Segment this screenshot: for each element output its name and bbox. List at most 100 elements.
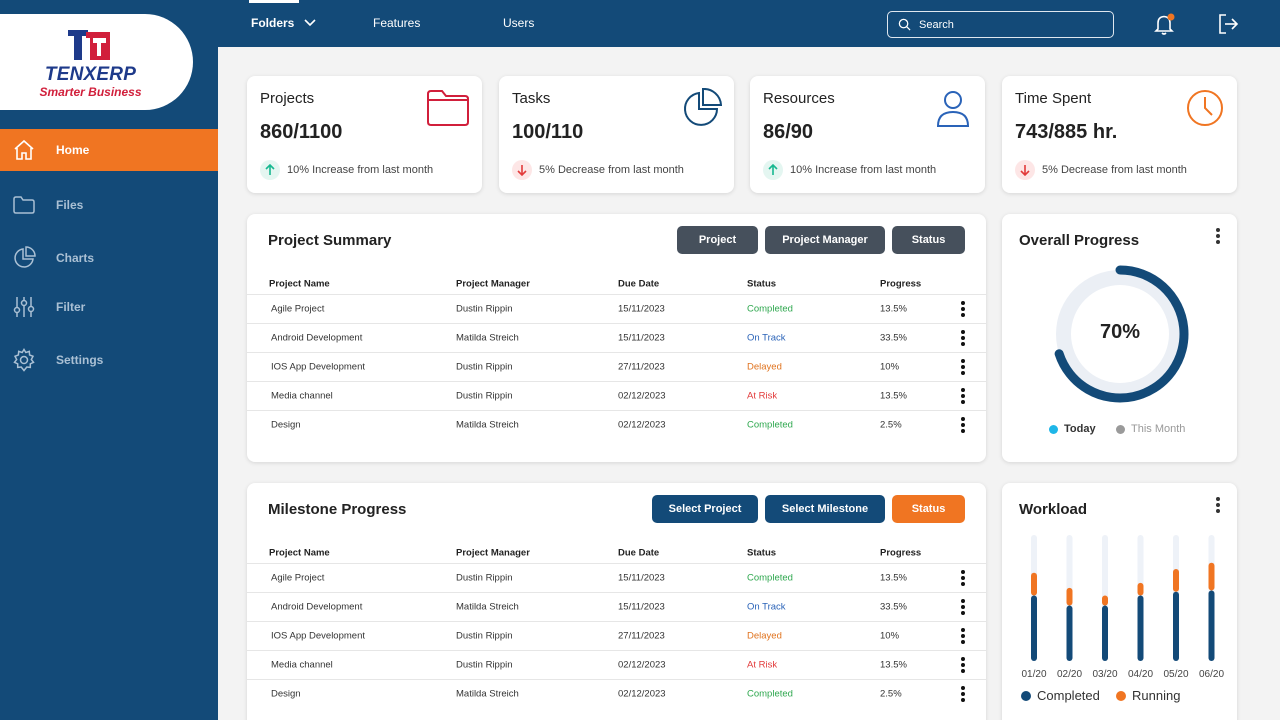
project-summary-table: Project Name Project Manager Due Date St…: [247, 274, 986, 439]
row-menu-icon[interactable]: [958, 416, 968, 434]
table-row[interactable]: Android Development Matilda Streich 15/11/…: [247, 323, 986, 352]
due-date-cell: 15/11/2023: [618, 332, 665, 344]
logout-icon[interactable]: [1216, 12, 1240, 36]
sidebar-item-home[interactable]: Home: [0, 129, 218, 171]
brand-tagline: Smarter Business: [39, 85, 142, 99]
filter-project-manager-button[interactable]: Project Manager: [765, 226, 885, 254]
table-row[interactable]: Android Development Matilda Streich 15/11/…: [247, 592, 986, 621]
due-date-cell: 15/11/2023: [618, 572, 665, 584]
tab-label: Folders: [251, 16, 295, 30]
legend-dot: [1116, 424, 1125, 434]
project-manager-cell: Matilda Streich: [456, 601, 519, 613]
row-menu-icon[interactable]: [958, 685, 968, 703]
stat-note: 5% Decrease from last month: [512, 160, 684, 180]
progress-percentage: 70%: [1099, 321, 1141, 343]
status-cell: At Risk: [747, 659, 778, 671]
x-tick-label: 04/20: [1128, 669, 1153, 680]
legend-label: This Month: [1131, 423, 1186, 435]
table-row[interactable]: Media channel Dustin Rippin 02/12/2023 At R…: [247, 381, 986, 410]
legend-dot: [1049, 424, 1058, 434]
sidebar-item-label: Files: [56, 198, 84, 212]
status-cell: Completed: [747, 419, 793, 431]
clock-icon: [1187, 90, 1223, 126]
search-box[interactable]: [887, 11, 1114, 38]
table-header: Project Name Project Manager Due Date St…: [247, 543, 986, 563]
row-menu-icon[interactable]: [958, 387, 968, 405]
row-menu-icon[interactable]: [958, 598, 968, 616]
tab-folders[interactable]: Folders: [249, 0, 316, 30]
table-row[interactable]: Agile Project Dustin Rippin 15/11/2023 Comp…: [247, 294, 986, 323]
project-name-cell: Agile Project: [271, 303, 325, 315]
x-tick-label: 02/20: [1057, 669, 1082, 680]
stat-note: 10% Increase from last month: [260, 160, 433, 180]
table-row[interactable]: IOS App Development Dustin Rippin 27/11/20…: [247, 621, 986, 650]
column-header: Project Name: [269, 278, 330, 290]
stat-value: 100/110: [512, 121, 584, 143]
stat-card-resources: Resources 86/90 10% Increase from last m…: [750, 76, 985, 193]
stat-title: Resources: [763, 90, 835, 107]
table-row[interactable]: Agile Project Dustin Rippin 15/11/2023 Comp…: [247, 563, 986, 592]
panel-title: Workload: [1019, 501, 1088, 518]
donut-progress-arc: [1054, 265, 1189, 403]
row-menu-icon[interactable]: [958, 656, 968, 674]
notification-bell-icon[interactable]: [1154, 12, 1176, 36]
row-menu-icon[interactable]: [958, 569, 968, 587]
project-name-cell: Media channel: [271, 659, 333, 671]
filter-status-button[interactable]: Status: [892, 226, 965, 254]
legend-dot: [1116, 690, 1126, 701]
sidebar-item-charts[interactable]: Charts: [0, 237, 218, 279]
x-tick-label: 01/20: [1021, 669, 1046, 680]
row-menu-icon[interactable]: [958, 329, 968, 347]
project-name-cell: Android Development: [271, 601, 363, 613]
due-date-cell: 15/11/2023: [618, 601, 665, 613]
bar-running: [1102, 595, 1108, 606]
project-manager-cell: Dustin Rippin: [456, 572, 513, 584]
bar-completed: [1102, 605, 1108, 661]
arrow-down-icon: [512, 160, 532, 180]
project-name-cell: Design: [271, 419, 301, 431]
column-header: Project Manager: [456, 547, 530, 559]
table-row[interactable]: IOS App Development Dustin Rippin 27/11/20…: [247, 352, 986, 381]
project-manager-cell: Matilda Streich: [456, 332, 519, 344]
filter-project-button[interactable]: Project: [677, 226, 758, 254]
top-navigation: Folders Features Users: [218, 0, 1280, 47]
project-name-cell: Media channel: [271, 390, 333, 402]
row-menu-icon[interactable]: [958, 300, 968, 318]
more-options-icon[interactable]: [1213, 496, 1223, 514]
sidebar: TENXERP Smarter Business Home Files Char…: [0, 0, 218, 720]
project-manager-cell: Dustin Rippin: [456, 630, 513, 642]
due-date-cell: 27/11/2023: [618, 361, 665, 373]
brand-logo-icon: [68, 30, 110, 60]
tab-features[interactable]: Features: [373, 16, 421, 30]
row-menu-icon[interactable]: [958, 358, 968, 376]
workload-chart: 01/20 02/20 03/20 04/20 05/20 06/20: [1021, 535, 1224, 680]
sliders-icon: [13, 297, 35, 317]
table-row[interactable]: Design Matilda Streich 02/12/2023 Completed…: [247, 410, 986, 439]
progress-cell: 33.5%: [880, 601, 907, 613]
more-options-icon[interactable]: [1213, 227, 1223, 245]
search-input[interactable]: [919, 18, 1099, 31]
table-row[interactable]: Media channel Dustin Rippin 02/12/2023 At R…: [247, 650, 986, 679]
status-button[interactable]: Status: [892, 495, 965, 523]
select-milestone-button[interactable]: Select Milestone: [765, 495, 885, 523]
sidebar-item-settings[interactable]: Settings: [0, 339, 218, 381]
sidebar-item-files[interactable]: Files: [0, 184, 218, 226]
home-icon: [14, 139, 34, 160]
sidebar-item-filter[interactable]: Filter: [0, 286, 218, 328]
legend-running: Running: [1116, 688, 1180, 703]
stat-note-text: 5% Decrease from last month: [1042, 164, 1187, 176]
table-row[interactable]: Design Matilda Streich 02/12/2023 Completed…: [247, 679, 986, 708]
select-project-button[interactable]: Select Project: [652, 495, 758, 523]
legend-label: Completed: [1037, 688, 1100, 703]
panel-title: Milestone Progress: [268, 501, 407, 518]
row-menu-icon[interactable]: [958, 627, 968, 645]
legend-today: Today: [1049, 423, 1096, 435]
tab-users[interactable]: Users: [503, 16, 535, 30]
progress-cell: 13.5%: [880, 659, 907, 671]
project-manager-cell: Matilda Streich: [456, 419, 519, 431]
project-name-cell: Agile Project: [271, 572, 325, 584]
bar-completed: [1137, 595, 1144, 661]
progress-cell: 13.5%: [880, 390, 907, 402]
project-name-cell: Design: [271, 688, 301, 700]
column-header: Status: [747, 278, 777, 290]
